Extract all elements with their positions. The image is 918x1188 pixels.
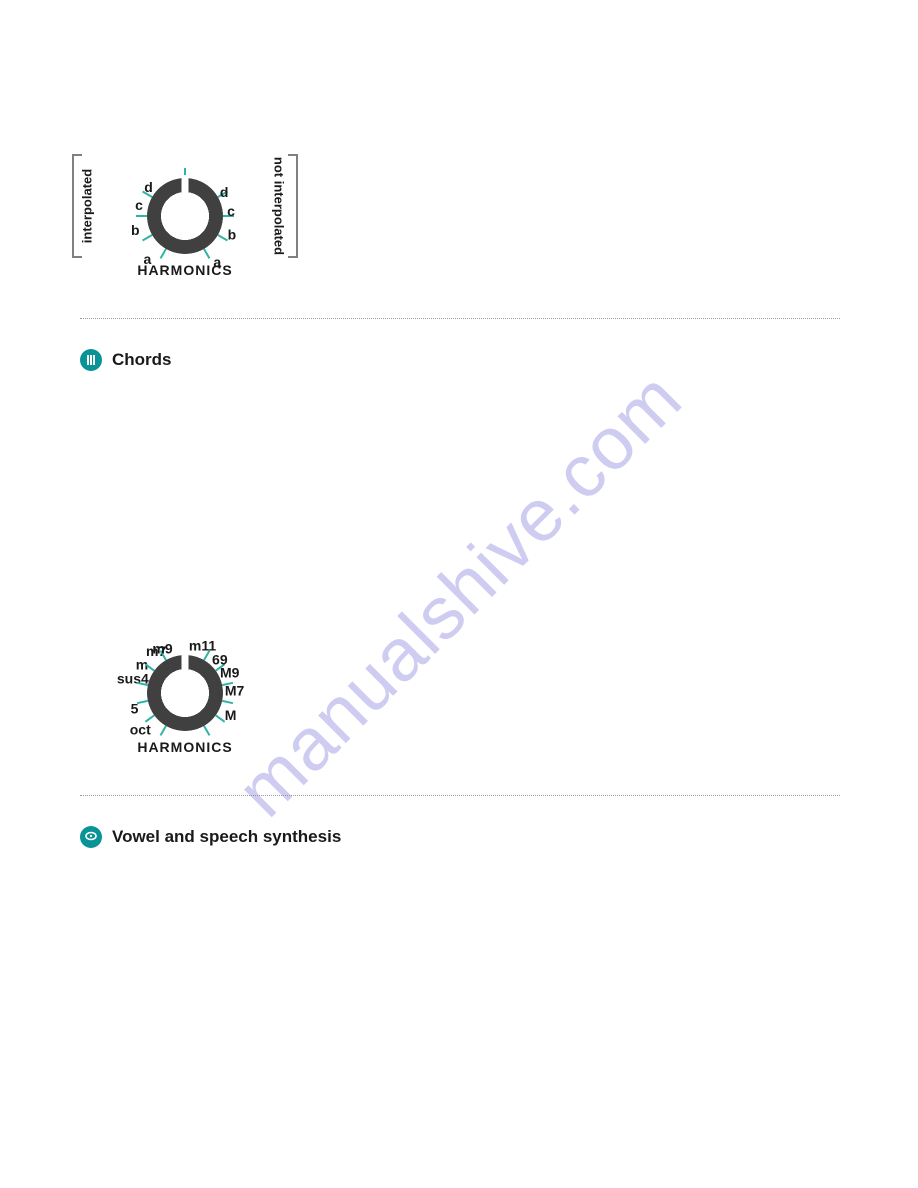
knob-tick-label: m7 (146, 643, 166, 659)
knob-tick-label: 69 (212, 651, 228, 667)
knob-tick (203, 725, 210, 736)
knob-tick-label: b (131, 222, 140, 238)
knob-tick (215, 663, 225, 671)
knob-tick (215, 715, 225, 723)
right-side-label: not interpolated (271, 157, 286, 255)
knob-tick (142, 234, 153, 241)
knob-tick-label: d (144, 179, 153, 195)
knob-tick-label: oct (130, 722, 151, 738)
knob-tick-label: m9 (152, 640, 172, 656)
knob-tick-label: 5 (131, 701, 139, 717)
knob-tick (203, 650, 210, 661)
knob-tick-label: M9 (220, 665, 239, 681)
knob-tick (223, 215, 234, 217)
knob-tick-label: d (220, 184, 229, 200)
knob-tick-label: c (227, 203, 235, 219)
knob-tick (137, 682, 148, 686)
page-content: interpolated not interpolated abcddcba H… (0, 0, 918, 948)
knob-title: HARMONICS (120, 739, 250, 755)
knob-center-tick (184, 168, 186, 175)
right-bracket (288, 154, 298, 258)
left-side-label: interpolated (80, 169, 95, 243)
harmonics-knob-chords: oct5sus4mm7m9m1169M9M7M HARMONICS (80, 621, 290, 755)
knob-dial[interactable]: oct5sus4mm7m9m1169M9M7M (147, 655, 223, 731)
knob-tick (160, 725, 167, 736)
knob-tick-label: b (228, 227, 237, 243)
chords-icon (80, 349, 102, 371)
section-divider (80, 795, 840, 796)
section-title: Chords (112, 350, 172, 370)
knob-tick (222, 682, 233, 686)
knob-tick-label: m (136, 657, 148, 673)
knob-notch (182, 654, 189, 672)
knob-tick-label: M7 (225, 683, 244, 699)
section-heading-chords: Chords (80, 349, 838, 371)
knob-tick-label: m11 (189, 637, 216, 653)
knob-tick-label: sus4 (117, 670, 149, 686)
knob-tick (145, 715, 155, 723)
knob-tick (137, 700, 148, 704)
knob-tick (217, 234, 228, 241)
knob-tick (160, 248, 167, 259)
section-divider (80, 318, 840, 319)
knob-tick (217, 191, 228, 198)
knob-tick (136, 215, 147, 217)
knob-tick (203, 248, 210, 259)
harmonics-knob-interpolated: interpolated not interpolated abcddcba H… (80, 150, 290, 278)
knob-tick-label: M (225, 707, 237, 723)
section-title: Vowel and speech synthesis (112, 827, 341, 847)
section-heading-vowel: Vowel and speech synthesis (80, 826, 838, 848)
knob-tick (222, 700, 233, 704)
knob-title: HARMONICS (120, 262, 250, 278)
knob-tick-label: c (135, 197, 143, 213)
knob-notch (182, 177, 189, 195)
knob-dial[interactable]: abcddcba (147, 178, 223, 254)
vowel-icon (80, 826, 102, 848)
